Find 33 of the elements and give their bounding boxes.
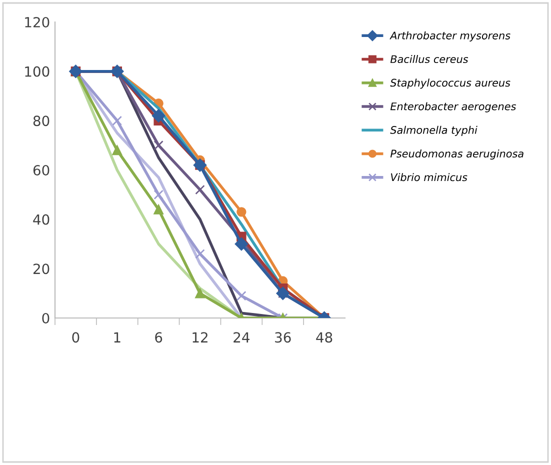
legend-label: Enterobacter aerogenes xyxy=(390,102,516,112)
y-tick-label: 40 xyxy=(33,214,50,225)
legend-label: Pseudomonas aeruginosa xyxy=(390,149,524,160)
x-tick-label: 0 xyxy=(72,332,80,343)
y-tick-label: 100 xyxy=(25,66,50,77)
x-tick-label: 1 xyxy=(114,332,120,342)
point xyxy=(152,109,166,122)
y-tick-label: 0 xyxy=(42,312,50,324)
point xyxy=(236,290,246,301)
point xyxy=(112,116,122,126)
y-tick-label: 60 xyxy=(33,164,50,176)
point xyxy=(195,184,205,195)
legend-label: Arthrobacter mysorens xyxy=(390,31,510,42)
legend-label: Vibrio mimicus xyxy=(390,173,468,182)
x-tick-label: 12 xyxy=(192,332,208,342)
x-tick-label: 6 xyxy=(155,332,162,343)
y-tick-label: 120 xyxy=(25,16,50,28)
point xyxy=(154,190,164,200)
legend-label: Staphylococcus aureus xyxy=(390,78,510,89)
x-tick-label: 24 xyxy=(234,332,250,342)
point xyxy=(234,237,248,251)
x-tick-label: 48 xyxy=(316,332,332,343)
y-tick-label: 20 xyxy=(33,264,50,274)
x-tick-label: 36 xyxy=(275,332,291,343)
point xyxy=(195,288,205,298)
point xyxy=(112,145,122,156)
point xyxy=(154,140,164,150)
y-tick-label: 80 xyxy=(33,116,50,126)
point xyxy=(195,249,205,259)
point xyxy=(236,207,246,217)
point xyxy=(154,204,164,214)
legend-label: Bacillus cereus xyxy=(390,55,468,64)
legend-label: Salmonella typhi xyxy=(390,126,478,136)
